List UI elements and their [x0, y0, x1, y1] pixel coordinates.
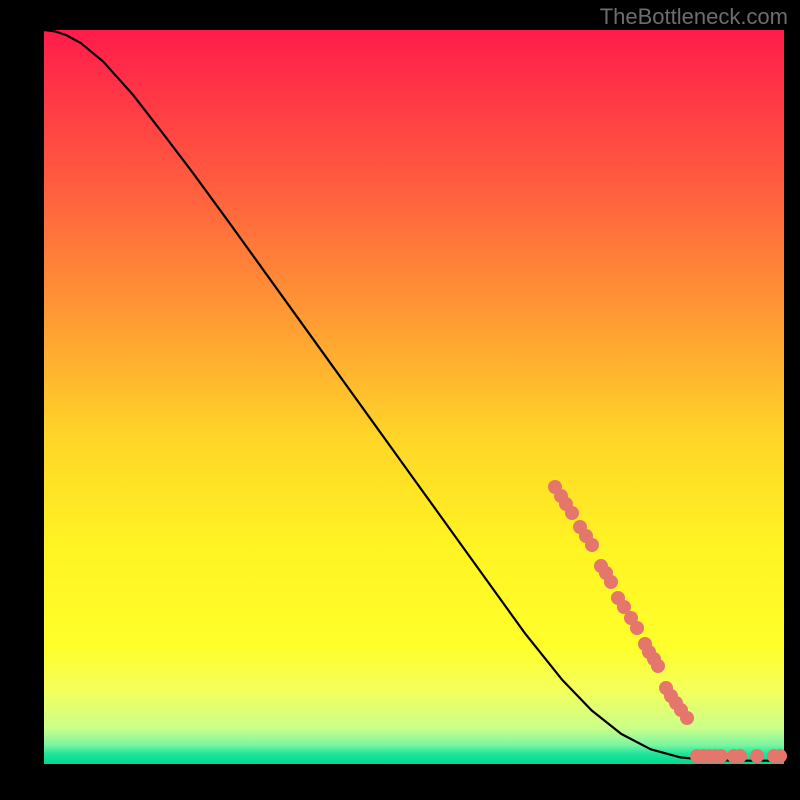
data-marker: [651, 659, 665, 673]
marker-layer: [44, 30, 784, 764]
data-marker: [604, 575, 618, 589]
data-marker: [733, 749, 747, 763]
data-marker: [750, 749, 764, 763]
chart-stage: { "watermark": { "text": "TheBottleneck.…: [0, 0, 800, 800]
watermark-text: TheBottleneck.com: [600, 4, 788, 30]
data-marker: [714, 749, 728, 763]
data-marker: [773, 749, 787, 763]
plot-area: [44, 30, 784, 764]
data-marker: [565, 506, 579, 520]
data-marker: [680, 711, 694, 725]
data-marker: [630, 621, 644, 635]
data-marker: [585, 538, 599, 552]
